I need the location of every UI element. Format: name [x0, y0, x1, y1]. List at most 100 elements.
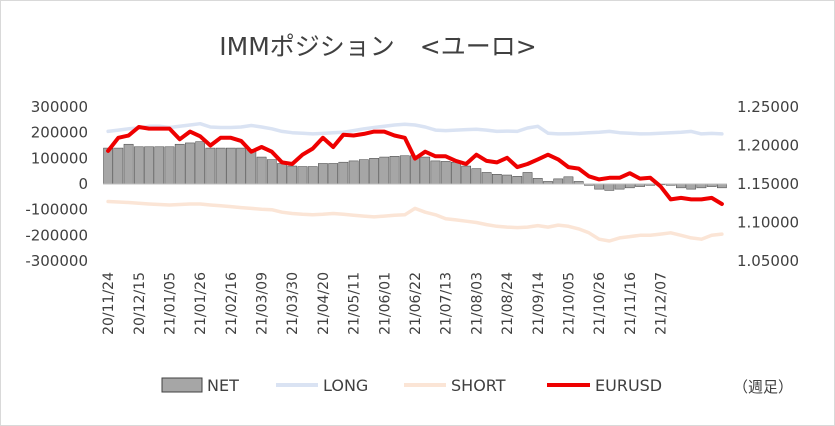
- net-bar: [532, 178, 543, 185]
- legend-label-eurusd: EURUSD: [595, 376, 662, 395]
- legend-label-long: LONG: [323, 376, 368, 395]
- right-tick-label: 1.05000: [737, 252, 799, 270]
- net-bar: [440, 161, 451, 185]
- net-bar: [205, 147, 216, 185]
- net-bar: [676, 183, 686, 189]
- x-tick-label: 21/06/22: [408, 272, 424, 335]
- net-bar: [420, 156, 431, 185]
- legend-label-net: NET: [207, 376, 239, 395]
- net-bar: [461, 165, 472, 185]
- x-tick-label: 21/09/14: [531, 272, 547, 335]
- net-bar: [328, 163, 339, 185]
- left-tick-label: -200000: [25, 226, 88, 244]
- net-bar: [338, 161, 349, 185]
- net-bar: [277, 163, 287, 185]
- x-tick-label: 21/03/09: [255, 272, 271, 335]
- x-tick-label: 20/11/24: [101, 272, 117, 335]
- net-bar: [553, 178, 564, 185]
- series-lines: [106, 121, 724, 243]
- net-bar: [236, 147, 246, 185]
- x-tick-label: 20/12/15: [132, 272, 148, 335]
- net-bars: [103, 141, 727, 191]
- net-bar: [246, 149, 257, 185]
- x-tick-label: 21/07/13: [439, 272, 455, 335]
- eurusd-series-line: [106, 125, 724, 206]
- net-bar: [307, 166, 318, 185]
- legend-label-short: SHORT: [451, 376, 506, 395]
- net-bar: [481, 172, 492, 185]
- x-tick-label: 21/05/11: [347, 272, 363, 335]
- left-tick-label: -300000: [25, 252, 88, 270]
- net-bar: [164, 146, 175, 185]
- net-bar: [512, 176, 523, 185]
- net-bar: [430, 160, 441, 185]
- net-bar: [113, 147, 124, 185]
- left-tick-label: 200000: [31, 124, 88, 142]
- net-bar: [123, 143, 134, 185]
- net-bar: [614, 183, 625, 190]
- net-bar: [502, 174, 512, 185]
- net-bar: [491, 173, 502, 185]
- net-bar: [471, 168, 482, 185]
- net-bar: [174, 143, 185, 185]
- net-bar: [358, 159, 369, 185]
- x-tick-label: 21/02/16: [224, 272, 240, 335]
- x-tick-label: 21/01/05: [162, 272, 178, 335]
- net-bar: [195, 141, 206, 185]
- chart-title: IMMポジション <ユーロ>: [219, 32, 536, 61]
- net-bar: [717, 183, 727, 189]
- short-series-line: [106, 199, 724, 243]
- net-bar: [215, 147, 226, 185]
- net-bar: [133, 146, 144, 185]
- net-bar: [563, 176, 574, 185]
- right-tick-label: 1.20000: [737, 137, 799, 155]
- net-bar: [226, 147, 236, 185]
- x-tick-label: 21/08/03: [469, 272, 485, 335]
- net-bar: [318, 163, 328, 185]
- net-bar: [522, 172, 533, 185]
- x-tick-label: 21/10/26: [592, 272, 608, 335]
- legend: NET LONG SHORT EURUSD: [161, 376, 662, 395]
- x-tick-label: 21/10/05: [561, 272, 577, 335]
- net-bar: [348, 160, 359, 185]
- unit-note: （週足）: [733, 378, 793, 396]
- left-tick-label: 300000: [31, 98, 88, 116]
- net-bar: [256, 156, 267, 185]
- net-bar: [287, 165, 298, 185]
- net-bar: [399, 155, 410, 185]
- right-axis-ticks: 1.25000 1.20000 1.15000 1.10000 1.05000: [737, 98, 799, 270]
- net-bar: [604, 183, 615, 191]
- net-bar: [154, 146, 165, 185]
- x-tick-label: 21/12/07: [654, 272, 670, 335]
- x-tick-label: 21/04/20: [316, 272, 332, 335]
- net-bar: [266, 159, 277, 185]
- net-bar: [297, 166, 308, 185]
- net-bar: [594, 183, 604, 190]
- x-axis-ticks: 20/11/24 20/12/15 21/01/05 21/01/26 21/02/16…: [101, 272, 669, 335]
- x-tick-label: 21/03/30: [285, 272, 301, 335]
- left-tick-label: 100000: [31, 149, 88, 167]
- x-tick-label: 21/01/26: [193, 272, 209, 335]
- net-bar: [624, 183, 635, 189]
- right-tick-label: 1.10000: [737, 214, 799, 232]
- x-tick-label: 21/08/24: [500, 272, 516, 335]
- net-bar: [451, 161, 461, 185]
- net-bar: [369, 158, 379, 185]
- right-tick-label: 1.15000: [737, 175, 799, 193]
- long-series-line: [106, 121, 724, 136]
- net-bar: [686, 183, 697, 190]
- left-tick-label: -100000: [25, 201, 88, 219]
- net-bar: [185, 142, 195, 185]
- net-bar: [696, 183, 707, 189]
- net-bar: [379, 156, 390, 185]
- right-tick-label: 1.25000: [737, 98, 799, 116]
- left-axis-ticks: 300000 200000 100000 0 -100000 -200000 -300000: [25, 98, 88, 270]
- legend-swatch-net: [161, 377, 203, 393]
- net-bar: [103, 147, 113, 185]
- net-bar: [144, 146, 154, 185]
- x-tick-label: 21/06/01: [377, 272, 393, 335]
- x-tick-label: 21/11/16: [623, 272, 639, 335]
- net-bar: [389, 156, 400, 185]
